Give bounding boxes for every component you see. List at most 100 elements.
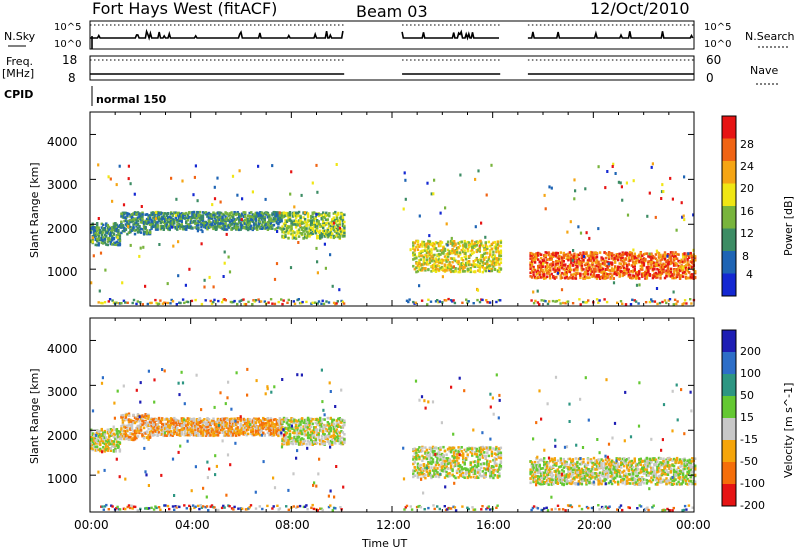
power-cell <box>185 225 188 228</box>
power-cell <box>431 266 435 270</box>
power-cell <box>614 172 617 175</box>
power-cell <box>100 226 103 229</box>
power-cell <box>123 219 126 223</box>
velocity-cell <box>124 435 128 438</box>
power-cell <box>626 253 629 257</box>
power-cell <box>493 254 497 257</box>
velocity-cell <box>164 422 167 426</box>
power-cell <box>660 268 664 271</box>
power-cell <box>582 276 585 279</box>
power-cell <box>561 301 565 305</box>
power-cell <box>472 270 475 274</box>
velocity-cell <box>186 420 189 424</box>
power-cell <box>681 271 685 275</box>
velocity-cell <box>161 422 164 426</box>
velocity-cell <box>230 430 233 434</box>
power-cell <box>338 221 341 224</box>
power-cell <box>663 251 667 254</box>
power-cell <box>233 224 236 228</box>
power-cell <box>156 228 159 231</box>
power-cell <box>603 270 606 273</box>
power-cell <box>595 264 599 267</box>
power-cell <box>629 259 632 262</box>
power-cell <box>443 299 446 302</box>
power-cell <box>530 260 534 263</box>
power-cell <box>171 220 174 224</box>
power-cell <box>111 231 114 234</box>
power-cell <box>184 283 187 287</box>
power-cell <box>248 211 251 215</box>
power-cell <box>686 259 689 262</box>
power-cell <box>474 245 477 249</box>
power-cell <box>297 214 301 217</box>
velocity-cell <box>148 423 152 426</box>
power-cell <box>529 261 532 264</box>
power-cell <box>277 211 280 214</box>
power-cell <box>555 263 558 266</box>
power-cell <box>579 276 582 280</box>
power-cell <box>448 262 451 266</box>
power-cell <box>251 190 254 194</box>
velocity-cell <box>117 435 120 439</box>
velocity-cell <box>239 419 242 423</box>
power-cell <box>615 253 618 256</box>
power-cell <box>293 223 296 226</box>
power-cell <box>245 225 248 228</box>
velocity-cell <box>162 426 165 429</box>
power-cell <box>561 271 564 275</box>
velocity-cell <box>213 421 217 424</box>
power-cell <box>424 269 427 272</box>
power-cell <box>118 237 122 240</box>
power-cell <box>574 262 578 266</box>
power-cell <box>463 242 466 245</box>
velocity-cell <box>167 422 170 425</box>
velocity-cell <box>247 432 250 436</box>
power-cell <box>561 256 564 259</box>
power-cell <box>544 254 547 258</box>
power-cell <box>149 301 152 305</box>
power-cell <box>231 219 235 223</box>
power-cell <box>657 270 661 274</box>
velocity-cell <box>192 433 196 437</box>
power-cell <box>168 227 171 230</box>
power-cell <box>266 228 270 231</box>
power-cell <box>332 212 335 215</box>
power-cell <box>578 298 581 301</box>
velocity-cell <box>90 447 93 450</box>
power-cell <box>471 252 474 256</box>
power-cell <box>529 267 532 270</box>
power-cell <box>167 212 170 216</box>
power-cell <box>414 301 418 304</box>
velocity-cell <box>126 429 129 433</box>
power-cell <box>111 237 114 240</box>
power-cell <box>418 261 421 265</box>
power-cell <box>203 278 206 282</box>
power-cell <box>615 268 618 271</box>
power-cell <box>656 259 659 262</box>
power-cell <box>185 221 188 225</box>
power-cell <box>440 266 444 269</box>
power-cell <box>421 254 424 258</box>
power-cell <box>173 211 176 215</box>
power-cell <box>657 253 661 257</box>
power-cell <box>428 257 432 260</box>
power-cell <box>677 272 680 275</box>
velocity-cell <box>174 421 177 425</box>
power-cell <box>460 263 463 267</box>
power-cell <box>174 226 177 229</box>
power-cell <box>204 299 207 302</box>
power-cell <box>477 249 480 252</box>
power-cell <box>426 181 429 185</box>
power-cell <box>156 210 159 214</box>
power-cell <box>145 220 149 223</box>
power-cell <box>641 273 644 276</box>
velocity-cell <box>161 431 164 434</box>
power-cell <box>340 217 343 220</box>
power-cell <box>568 263 572 267</box>
power-cell <box>209 216 212 220</box>
power-cell <box>444 206 447 210</box>
power-cell <box>624 303 628 306</box>
power-cell <box>495 263 498 266</box>
power-cell <box>570 276 573 280</box>
power-cell <box>289 266 293 270</box>
